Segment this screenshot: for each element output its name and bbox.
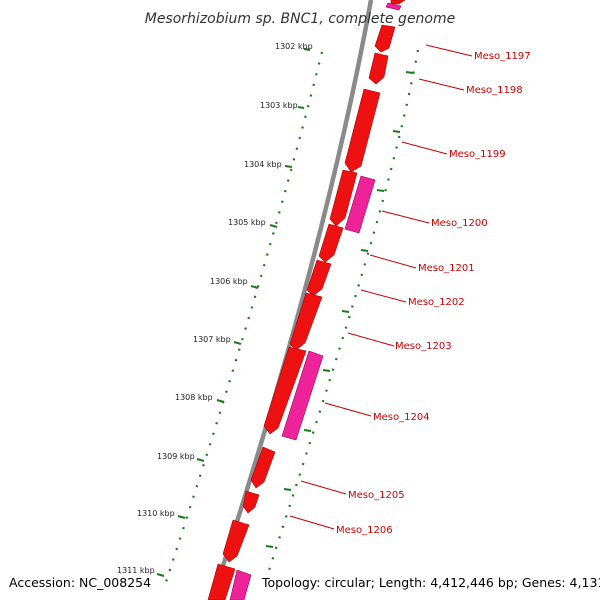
tick-mark — [297, 106, 305, 109]
leader-line — [418, 78, 465, 91]
leader-line — [425, 44, 473, 57]
leader-line — [289, 515, 335, 530]
scale-labels: 1302 kbp 1303 kbp 1304 kbp 1305 kbp 1306… — [117, 42, 313, 575]
gene-label[interactable]: Meso_1204 — [373, 412, 430, 423]
gene-label[interactable]: Meso_1197 — [474, 51, 531, 62]
topology-text: Topology: circular; Length: 4,412,446 bp… — [261, 575, 600, 590]
cds-feature — [207, 563, 236, 600]
cds-feature — [222, 519, 250, 563]
leader-line — [381, 210, 430, 224]
scale-label: 1308 kbp — [175, 393, 213, 402]
cds-feature — [229, 569, 252, 600]
cds-feature — [242, 490, 260, 514]
tick-mark — [283, 488, 292, 491]
tick-mark — [392, 130, 401, 133]
accession-text: Accession: NC_008254 — [9, 575, 151, 590]
cds-feature — [318, 223, 344, 263]
footer-topology-bg — [259, 573, 596, 592]
leader-line — [300, 480, 347, 495]
footer-accession-bg — [6, 573, 146, 592]
tick-mark — [376, 189, 385, 192]
gene-labels: Meso_1197 Meso_1198 Meso_1199 Meso_1200 … — [336, 51, 531, 536]
cds-feature — [263, 346, 307, 435]
scale-label: 1302 kbp — [275, 42, 313, 51]
cds-feature — [390, 0, 406, 5]
scale-label: 1310 kbp — [137, 509, 175, 518]
map-title: Mesorhizobium sp. BNC1, complete genome — [145, 11, 456, 27]
tick-mark — [322, 369, 331, 372]
tick-mark — [177, 515, 186, 519]
tick-mark — [216, 399, 225, 403]
reverse-cds-features — [229, 2, 402, 600]
scale-label: 1305 kbp — [228, 218, 266, 227]
cds-feature — [289, 292, 323, 351]
scale-label: 1309 kbp — [157, 452, 195, 461]
cds-feature — [368, 52, 389, 85]
gene-label[interactable]: Meso_1202 — [408, 297, 465, 308]
leader-line — [360, 289, 407, 303]
leader-line — [401, 141, 448, 155]
tick-mark — [269, 224, 278, 228]
leader-line — [347, 332, 395, 347]
cds-feature — [344, 175, 376, 234]
scale-label: 1307 kbp — [193, 335, 231, 344]
gene-label[interactable]: Meso_1206 — [336, 525, 393, 536]
tick-mark — [303, 429, 312, 432]
tick-mark — [196, 458, 205, 462]
cds-feature — [250, 446, 276, 489]
forward-cds-features — [207, 0, 406, 600]
gene-label[interactable]: Meso_1203 — [395, 341, 452, 352]
tick-mark — [250, 285, 259, 289]
cds-feature — [329, 169, 358, 227]
tick-mark — [233, 341, 242, 345]
outer-tick-marks — [156, 48, 311, 577]
leader-line — [369, 254, 417, 269]
cds-feature — [281, 350, 324, 441]
gene-label[interactable]: Meso_1205 — [348, 490, 405, 501]
scale-label: 1304 kbp — [244, 160, 282, 169]
cds-feature — [344, 88, 381, 173]
genome-backbone — [209, 0, 374, 600]
gene-label[interactable]: Meso_1200 — [431, 218, 488, 229]
gene-label[interactable]: Meso_1198 — [466, 85, 523, 96]
gene-label[interactable]: Meso_1201 — [418, 263, 475, 274]
tick-mark — [156, 573, 165, 577]
tick-mark — [360, 249, 369, 252]
inner-tick-marks — [265, 71, 414, 548]
gene-leader-lines — [289, 44, 473, 530]
tick-mark — [303, 48, 311, 51]
tick-mark — [284, 165, 293, 168]
scale-label: 1303 kbp — [260, 101, 298, 110]
tick-mark — [405, 71, 414, 74]
cds-feature — [374, 24, 396, 53]
tick-mark — [341, 310, 350, 313]
cds-feature — [385, 2, 402, 11]
tick-mark — [265, 545, 274, 548]
inner-scale-track — [260, 49, 420, 593]
gene-label[interactable]: Meso_1199 — [449, 149, 506, 160]
scale-label: 1311 kbp — [117, 566, 155, 575]
scale-label: 1306 kbp — [210, 277, 248, 286]
cds-feature — [306, 259, 332, 297]
leader-line — [324, 402, 372, 417]
